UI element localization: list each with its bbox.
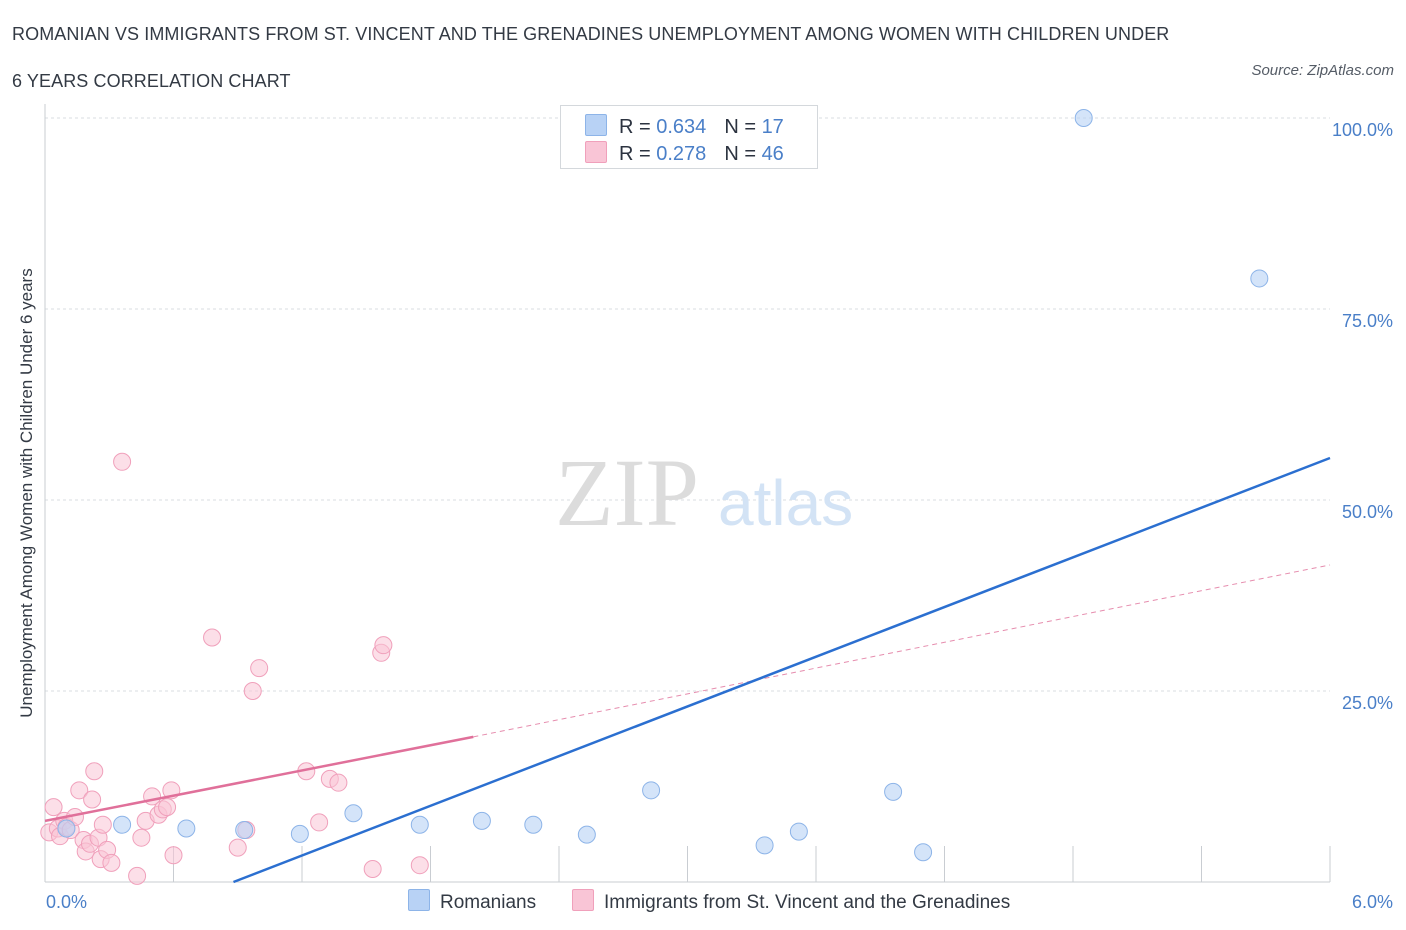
blue-data-point xyxy=(113,815,132,834)
legend-swatch-blue xyxy=(585,114,607,136)
blue-data-point xyxy=(577,825,596,844)
pink-data-point xyxy=(410,856,429,875)
pink-trend-line-dashed xyxy=(473,564,1331,738)
legend-n-label: N = xyxy=(724,143,756,165)
legend-r-value: 0.278 xyxy=(656,143,707,165)
y-tick-label: 50.0% xyxy=(1342,502,1393,522)
blue-data-point xyxy=(524,815,543,834)
correlation-legend: R = 0.634 N = 17 R = 0.278 N = 46 xyxy=(560,105,818,169)
pink-data-point xyxy=(310,813,329,832)
blue-data-point xyxy=(344,804,363,823)
legend-n-value: 17 xyxy=(761,116,784,138)
pink-data-point xyxy=(374,636,393,655)
watermark-zip: ZIP xyxy=(555,439,699,546)
legend-row-romanians: R = 0.634 N = 17 xyxy=(585,114,784,138)
legend-row-immigrants: R = 0.278 N = 46 xyxy=(585,141,784,165)
pink-data-point xyxy=(132,828,151,847)
pink-data-point xyxy=(250,659,269,678)
bottom-legend-immigrants: Immigrants from St. Vincent and the Gren… xyxy=(572,889,1010,914)
bottom-legend-label: Romanians xyxy=(440,892,537,913)
pink-data-point xyxy=(102,853,121,872)
pink-data-point xyxy=(70,781,89,800)
pink-data-point xyxy=(113,452,132,471)
pink-data-point xyxy=(164,846,183,865)
legend-n-value: 46 xyxy=(761,143,784,165)
legend-r-label: R = xyxy=(619,143,651,165)
legend-r-label: R = xyxy=(619,116,651,138)
pink-data-point xyxy=(363,860,382,879)
blue-data-point xyxy=(410,815,429,834)
chart-title-line-2: 6 YEARS CORRELATION CHART xyxy=(12,71,291,91)
pink-trend-line xyxy=(44,735,474,823)
legend-n-label: N = xyxy=(724,116,756,138)
blue-data-point xyxy=(642,781,661,800)
blue-data-point xyxy=(1074,109,1093,127)
blue-data-point xyxy=(914,843,933,862)
blue-data-point xyxy=(177,819,196,838)
pink-data-point xyxy=(243,682,262,700)
watermark-atlas: atlas xyxy=(718,467,853,539)
blue-data-point xyxy=(472,811,491,830)
blue-data-point xyxy=(755,836,774,855)
legend-r-value: 0.634 xyxy=(656,116,707,138)
pink-data-point xyxy=(83,790,102,809)
bottom-legend-romanians: Romanians xyxy=(408,889,536,914)
pink-data-point xyxy=(93,815,112,834)
blue-data-point xyxy=(290,824,309,843)
chart-title-line-1: ROMANIAN VS IMMIGRANTS FROM ST. VINCENT … xyxy=(12,24,1170,44)
chart-title: ROMANIAN VS IMMIGRANTS FROM ST. VINCENT … xyxy=(12,22,1232,116)
pink-data-point xyxy=(329,773,348,792)
pink-data-point xyxy=(203,628,222,647)
y-tick-label: 100.0% xyxy=(1332,120,1393,140)
source-label: Source: ZipAtlas.com xyxy=(1251,62,1394,79)
blue-data-point xyxy=(57,819,76,838)
bottom-legend-label: Immigrants from St. Vincent and the Gren… xyxy=(604,892,1011,913)
y-axis-label: Unemployment Among Women with Children U… xyxy=(17,268,36,718)
pink-data-point xyxy=(85,762,104,781)
y-tick-label: 75.0% xyxy=(1342,311,1393,331)
blue-data-point xyxy=(1250,269,1269,288)
blue-data-point xyxy=(884,782,903,801)
y-tick-label: 25.0% xyxy=(1342,693,1393,713)
blue-trend-line xyxy=(233,456,1331,884)
pink-data-point xyxy=(158,798,177,817)
bottom-legend-swatch-blue xyxy=(408,889,430,911)
blue-data-point xyxy=(235,821,254,840)
bottom-legend-swatch-pink xyxy=(572,889,594,911)
pink-data-point xyxy=(44,798,63,817)
x-tick-label: 0.0% xyxy=(46,892,87,912)
legend-swatch-pink xyxy=(585,141,607,163)
pink-data-point xyxy=(228,838,247,857)
blue-data-point xyxy=(789,822,808,841)
x-tick-label: 6.0% xyxy=(1352,892,1393,912)
pink-data-point xyxy=(128,866,147,885)
